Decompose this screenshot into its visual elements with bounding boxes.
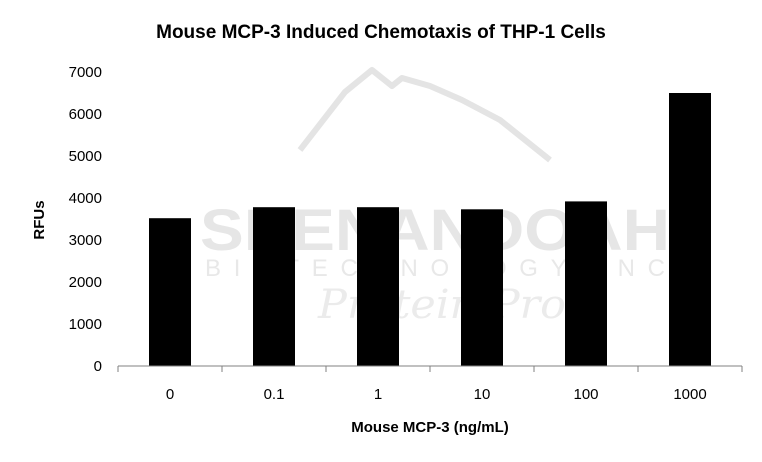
y-axis-ticks: 0 1000 2000 3000 4000 5000 6000 7000: [69, 64, 102, 375]
y-tick-label: 6000: [69, 106, 102, 123]
x-tick-label: 0.1: [264, 386, 285, 403]
y-tick-label: 5000: [69, 148, 102, 165]
x-tick-label: 100: [573, 386, 598, 403]
x-axis-title: Mouse MCP-3 (ng/mL): [351, 419, 509, 436]
bar-1: [357, 207, 399, 366]
x-tick-label: 0: [166, 386, 174, 403]
bar-1000: [669, 93, 711, 366]
x-tick-label: 1000: [673, 386, 706, 403]
x-axis-ticks: 0 0.1 1 10 100 1000: [117, 366, 743, 403]
bar-0: [149, 218, 191, 366]
y-axis-title: RFUs: [31, 200, 48, 239]
x-tick-label: 10: [474, 386, 491, 403]
bar-100: [565, 201, 607, 366]
bar-0.1: [253, 207, 295, 366]
y-tick-label: 0: [94, 358, 102, 375]
y-tick-label: 2000: [69, 274, 102, 291]
bar-10: [461, 209, 503, 366]
y-tick-label: 7000: [69, 64, 102, 81]
y-tick-label: 1000: [69, 316, 102, 333]
chart-title: Mouse MCP-3 Induced Chemotaxis of THP-1 …: [156, 22, 606, 43]
y-tick-label: 4000: [69, 190, 102, 207]
watermark-mountain-icon: [297, 67, 552, 163]
bars: [149, 93, 711, 366]
y-tick-label: 3000: [69, 232, 102, 249]
x-tick-label: 1: [374, 386, 382, 403]
